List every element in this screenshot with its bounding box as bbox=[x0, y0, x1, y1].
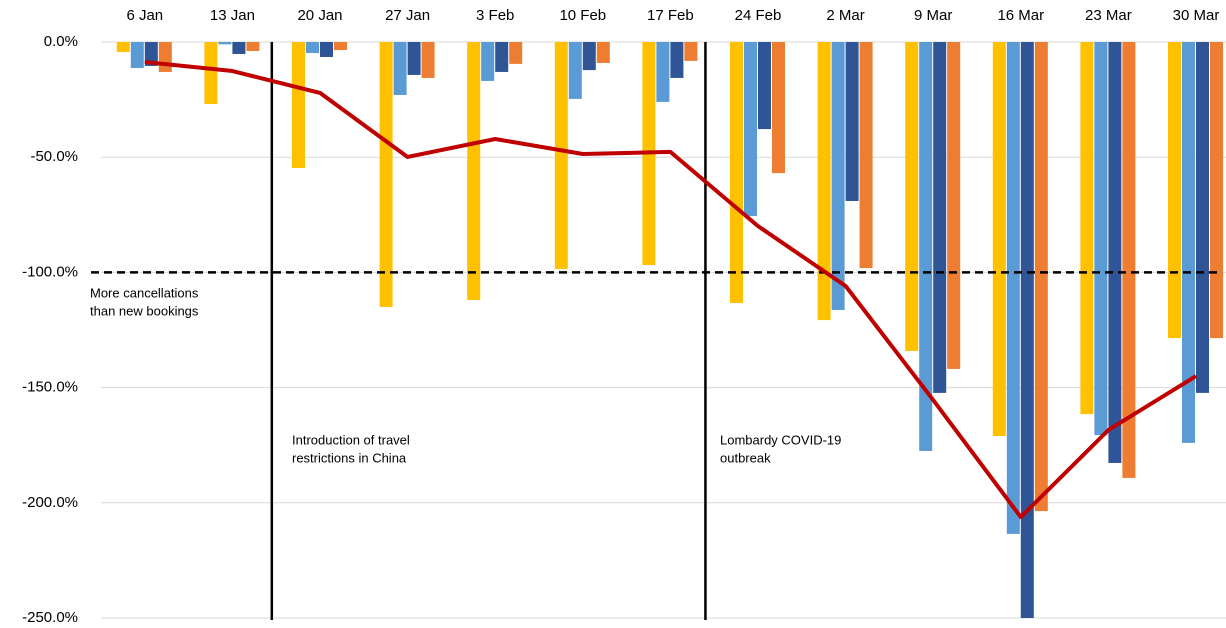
bar bbox=[1034, 42, 1048, 512]
bar bbox=[1108, 42, 1122, 463]
annotation: outbreak bbox=[720, 450, 771, 465]
bar bbox=[1080, 42, 1094, 415]
bar bbox=[144, 42, 158, 66]
bar bbox=[1196, 42, 1209, 393]
bar bbox=[320, 42, 333, 57]
bar bbox=[845, 42, 859, 201]
bar bbox=[859, 42, 873, 269]
x-tick-label: 30 Mar bbox=[1173, 7, 1220, 24]
x-tick-label: 24 Feb bbox=[735, 7, 782, 24]
bar bbox=[292, 42, 305, 169]
bar bbox=[656, 42, 670, 102]
y-tick-label: -50.0% bbox=[30, 148, 78, 165]
bar bbox=[730, 42, 743, 304]
bar bbox=[1168, 42, 1181, 339]
bar bbox=[596, 42, 610, 63]
bar bbox=[467, 42, 481, 301]
x-tick-label: 27 Jan bbox=[385, 7, 430, 24]
x-tick-label: 3 Feb bbox=[476, 7, 514, 24]
x-tick-label: 17 Feb bbox=[647, 7, 694, 24]
bar bbox=[905, 42, 919, 351]
y-tick-label: 0.0% bbox=[44, 33, 78, 50]
bar bbox=[1182, 42, 1195, 443]
bar bbox=[1094, 42, 1108, 436]
bar bbox=[246, 42, 260, 51]
bar bbox=[481, 42, 495, 81]
bar bbox=[992, 42, 1006, 436]
bar bbox=[1020, 42, 1034, 618]
bar bbox=[334, 42, 347, 51]
bar bbox=[670, 42, 684, 78]
bar bbox=[831, 42, 845, 310]
annotation: than new bookings bbox=[90, 303, 199, 318]
bar bbox=[744, 42, 757, 216]
bar bbox=[509, 42, 523, 64]
bar bbox=[684, 42, 698, 61]
x-tick-label: 2 Mar bbox=[826, 7, 864, 24]
bar bbox=[158, 42, 172, 72]
bar bbox=[919, 42, 933, 451]
bar bbox=[495, 42, 509, 72]
bar bbox=[947, 42, 961, 369]
annotation: restrictions in China bbox=[292, 450, 407, 465]
x-tick-label: 9 Mar bbox=[914, 7, 952, 24]
x-tick-label: 10 Feb bbox=[559, 7, 606, 24]
bar bbox=[407, 42, 421, 75]
bar bbox=[116, 42, 130, 52]
bar bbox=[568, 42, 582, 99]
x-tick-label: 16 Mar bbox=[997, 7, 1044, 24]
y-tick-label: -200.0% bbox=[22, 494, 78, 511]
bar bbox=[204, 42, 218, 104]
bar bbox=[393, 42, 407, 95]
bar bbox=[218, 42, 232, 45]
bar bbox=[421, 42, 435, 78]
bar bbox=[933, 42, 947, 393]
x-tick-label: 13 Jan bbox=[210, 7, 255, 24]
annotation: Lombardy COVID-19 bbox=[720, 432, 841, 447]
bar bbox=[817, 42, 831, 321]
bar bbox=[1122, 42, 1136, 478]
x-tick-label: 6 Jan bbox=[126, 7, 163, 24]
bar bbox=[306, 42, 319, 54]
annotation: Introduction of travel bbox=[292, 432, 410, 447]
bar bbox=[582, 42, 596, 71]
bar bbox=[232, 42, 246, 54]
annotation: More cancellations bbox=[90, 285, 199, 300]
line-series bbox=[144, 60, 1198, 520]
bar bbox=[758, 42, 771, 130]
bar bbox=[1006, 42, 1020, 534]
y-tick-label: -100.0% bbox=[22, 263, 78, 280]
x-tick-label: 20 Jan bbox=[297, 7, 342, 24]
y-tick-label: -250.0% bbox=[22, 609, 78, 626]
bar bbox=[1210, 42, 1223, 339]
y-tick-label: -150.0% bbox=[22, 379, 78, 396]
bar bbox=[130, 42, 144, 69]
bar bbox=[772, 42, 785, 174]
bar bbox=[379, 42, 393, 307]
x-tick-label: 23 Mar bbox=[1085, 7, 1132, 24]
bar bbox=[554, 42, 568, 269]
